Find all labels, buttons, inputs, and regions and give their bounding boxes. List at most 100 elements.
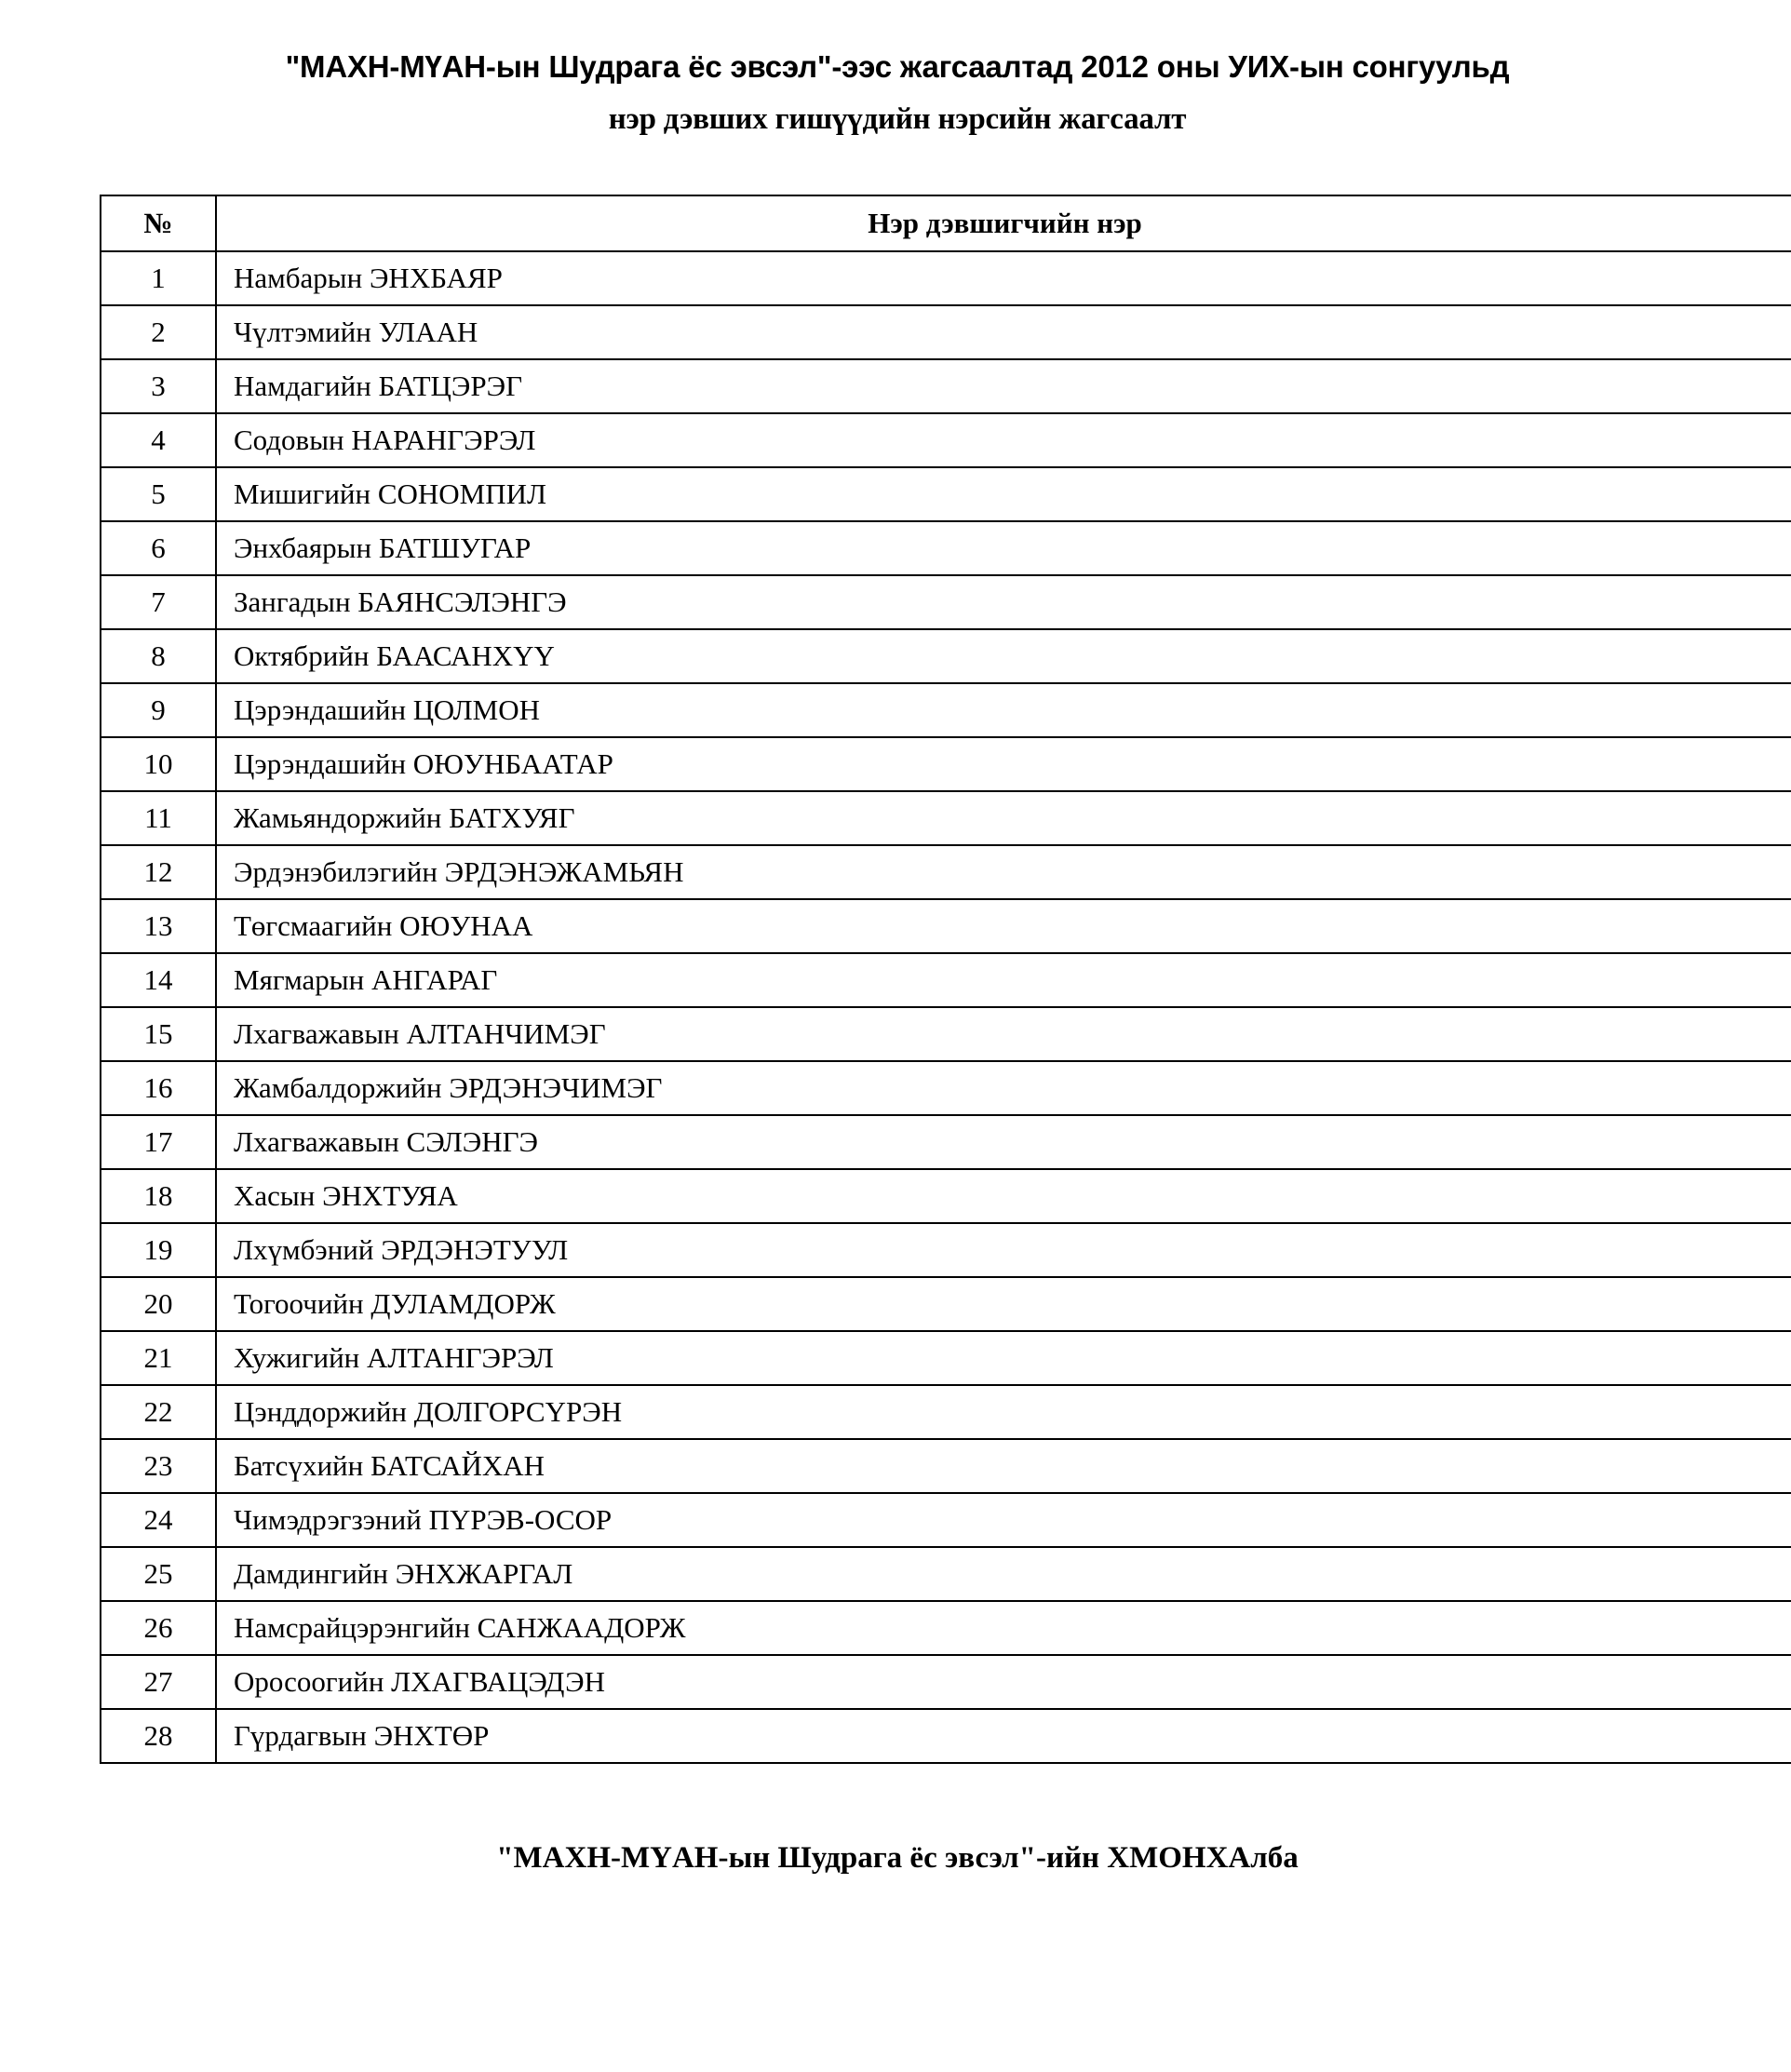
- table-row: 15 Лхагважавын АЛТАНЧИМЭГ: [100, 1006, 1791, 1062]
- table-row: 13 Төгсмаагийн ОЮУНАА: [100, 898, 1791, 954]
- table-body: 1 Намбарын ЭНХБАЯР 2 Чүлтэмийн УЛААН 3 Намдаг…: [100, 250, 1791, 1764]
- row-number-text: 24: [143, 1503, 173, 1536]
- table-row: 25 Дамдингийн ЭНХЖАРГАЛ: [100, 1546, 1791, 1602]
- candidate-name-cell: Хасын ЭНХТУЯА: [215, 1168, 1791, 1224]
- candidate-name-cell: Намсрайцэрэнгийн САНЖААДОРЖ: [215, 1600, 1791, 1656]
- table-row: 28 Гүрдагвын ЭНХТӨР: [100, 1708, 1791, 1764]
- candidate-list-table: № Нэр дэвшигчийн нэр 1 Намбарын ЭНХБАЯР 2 Ч…: [100, 195, 1791, 1764]
- row-number-cell: 5: [100, 466, 217, 522]
- row-number-cell: 21: [100, 1330, 217, 1386]
- candidate-name-cell: Дамдингийн ЭНХЖАРГАЛ: [215, 1546, 1791, 1602]
- title-line-1: "МАХН-МҮАН-ын Шудрага ёс эвсэл"-ээс жагс…: [285, 49, 1510, 84]
- row-number-text: 1: [151, 262, 166, 294]
- candidate-name-cell: Лхагважавын АЛТАНЧИМЭГ: [215, 1006, 1791, 1062]
- row-number-text: 15: [143, 1017, 173, 1050]
- row-number-cell: 18: [100, 1168, 217, 1224]
- candidate-name-text: Лхагважавын АЛТАНЧИМЭГ: [234, 1017, 606, 1050]
- table-row: 27 Оросоогийн ЛХАГВАЦЭДЭН: [100, 1654, 1791, 1710]
- row-number-cell: 11: [100, 790, 217, 846]
- row-number-text: 18: [143, 1179, 173, 1212]
- candidate-name-text: Октябрийн БААСАНХҮҮ: [234, 639, 555, 672]
- row-number-text: 11: [144, 801, 172, 834]
- row-number-cell: 16: [100, 1060, 217, 1116]
- candidate-name-cell: Эрдэнэбилэгийн ЭРДЭНЭЖАМЬЯН: [215, 844, 1791, 900]
- row-number-cell: 19: [100, 1222, 217, 1278]
- candidate-name-cell: Мягмарын АНГАРАГ: [215, 952, 1791, 1008]
- candidate-name-cell: Жамбалдоржийн ЭРДЭНЭЧИМЭГ: [215, 1060, 1791, 1116]
- row-number-text: 22: [143, 1395, 173, 1428]
- table-row: 24 Чимэдрэгзэний ПҮРЭВ-ОСОР: [100, 1492, 1791, 1548]
- row-number-cell: 7: [100, 574, 217, 630]
- candidate-name-text: Намдагийн БАТЦЭРЭГ: [234, 370, 522, 402]
- table-row: 21 Хужигийн АЛТАНГЭРЭЛ: [100, 1330, 1791, 1386]
- row-number-text: 6: [151, 531, 166, 564]
- candidate-name-cell: Энхбаярын БАТШУГАР: [215, 520, 1791, 576]
- candidate-name-cell: Лхагважавын СЭЛЭНГЭ: [215, 1114, 1791, 1170]
- candidate-name-cell: Батсүхийн БАТСАЙХАН: [215, 1438, 1791, 1494]
- document-footer: "МАХН-МҮАН-ын Шудрага ёс эвсэл"-ийн ХМОН…: [496, 1841, 1299, 1875]
- candidate-name-text: Зангадын БАЯНСЭЛЭНГЭ: [234, 585, 567, 618]
- row-number-cell: 23: [100, 1438, 217, 1494]
- row-number-text: 25: [143, 1557, 173, 1590]
- table-row: 18 Хасын ЭНХТУЯА: [100, 1168, 1791, 1224]
- row-number-cell: 3: [100, 358, 217, 414]
- candidate-name-cell: Цэнддоржийн ДОЛГОРСҮРЭН: [215, 1384, 1791, 1440]
- row-number-text: 23: [143, 1449, 173, 1482]
- row-number-text: 21: [143, 1341, 173, 1374]
- row-number-cell: 27: [100, 1654, 217, 1710]
- row-number-text: 9: [151, 693, 166, 726]
- candidate-name-text: Мягмарын АНГАРАГ: [234, 963, 498, 996]
- candidate-name-cell: Октябрийн БААСАНХҮҮ: [215, 628, 1791, 684]
- row-number-text: 4: [151, 424, 166, 456]
- row-number-cell: 22: [100, 1384, 217, 1440]
- row-number-cell: 9: [100, 682, 217, 738]
- candidate-name-text: Намбарын ЭНХБАЯР: [234, 262, 503, 294]
- row-number-text: 8: [151, 639, 166, 672]
- candidate-name-cell: Төгсмаагийн ОЮУНАА: [215, 898, 1791, 954]
- row-number-cell: 17: [100, 1114, 217, 1170]
- candidate-name-text: Намсрайцэрэнгийн САНЖААДОРЖ: [234, 1611, 686, 1644]
- title-line-2: нэр дэвших гишүүдийн нэрсийн жагсаалт: [608, 102, 1187, 136]
- row-number-text: 26: [143, 1611, 173, 1644]
- document-title: "МАХН-МҮАН-ын Шудрага ёс эвсэл"-ээс жагс…: [89, 41, 1705, 145]
- candidate-name-cell: Цэрэндашийн ОЮУНБААТАР: [215, 736, 1791, 792]
- row-number-text: 16: [143, 1071, 173, 1104]
- table-row: 4 Содовын НАРАНГЭРЭЛ: [100, 412, 1791, 468]
- column-header-number: №: [100, 195, 217, 252]
- row-number-cell: 8: [100, 628, 217, 684]
- row-number-text: 19: [143, 1233, 173, 1266]
- table-row: 11 Жамьяндоржийн БАТХУЯГ: [100, 790, 1791, 846]
- row-number-text: 28: [143, 1719, 173, 1752]
- table-row: 16 Жамбалдоржийн ЭРДЭНЭЧИМЭГ: [100, 1060, 1791, 1116]
- row-number-cell: 12: [100, 844, 217, 900]
- candidate-name-cell: Цэрэндашийн ЦОЛМОН: [215, 682, 1791, 738]
- row-number-text: 3: [151, 370, 166, 402]
- row-number-cell: 6: [100, 520, 217, 576]
- candidate-name-text: Хасын ЭНХТУЯА: [234, 1179, 458, 1212]
- candidate-name-text: Цэрэндашийн ОЮУНБААТАР: [234, 747, 613, 780]
- candidate-name-text: Мишигийн СОНОМПИЛ: [234, 478, 547, 510]
- table-header: № Нэр дэвшигчийн нэр: [100, 195, 1791, 252]
- candidate-name-cell: Жамьяндоржийн БАТХУЯГ: [215, 790, 1791, 846]
- row-number-text: 20: [143, 1287, 173, 1320]
- row-number-cell: 14: [100, 952, 217, 1008]
- table-row: 26 Намсрайцэрэнгийн САНЖААДОРЖ: [100, 1600, 1791, 1656]
- table-row: 23 Батсүхийн БАТСАЙХАН: [100, 1438, 1791, 1494]
- row-number-cell: 26: [100, 1600, 217, 1656]
- candidate-name-cell: Тогоочийн ДУЛАМДОРЖ: [215, 1276, 1791, 1332]
- candidate-name-text: Чүлтэмийн УЛААН: [234, 316, 478, 348]
- table-row: 5 Мишигийн СОНОМПИЛ: [100, 466, 1791, 522]
- row-number-text: 17: [143, 1125, 173, 1158]
- table-row: 19 Лхүмбэний ЭРДЭНЭТУУЛ: [100, 1222, 1791, 1278]
- candidate-name-text: Чимэдрэгзэний ПҮРЭВ-ОСОР: [234, 1503, 613, 1536]
- table-row: 14 Мягмарын АНГАРАГ: [100, 952, 1791, 1008]
- candidate-name-text: Оросоогийн ЛХАГВАЦЭДЭН: [234, 1665, 606, 1698]
- candidate-name-text: Жамьяндоржийн БАТХУЯГ: [234, 801, 575, 834]
- row-number-text: 7: [151, 585, 166, 618]
- row-number-cell: 13: [100, 898, 217, 954]
- candidate-name-text: Эрдэнэбилэгийн ЭРДЭНЭЖАМЬЯН: [234, 855, 684, 888]
- table-row: 20 Тогоочийн ДУЛАМДОРЖ: [100, 1276, 1791, 1332]
- candidate-name-text: Дамдингийн ЭНХЖАРГАЛ: [234, 1557, 573, 1590]
- table-row: 2 Чүлтэмийн УЛААН: [100, 304, 1791, 360]
